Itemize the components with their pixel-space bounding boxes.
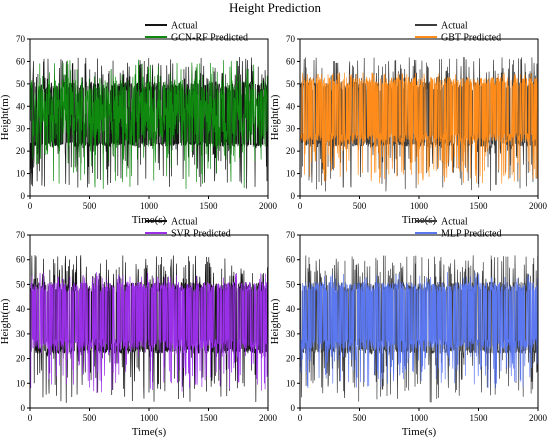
x-tick-label: 1500 bbox=[200, 413, 219, 423]
y-tick-label: 60 bbox=[286, 255, 296, 265]
series-line-gbt-predicted bbox=[300, 72, 538, 185]
y-tick-label: 50 bbox=[16, 79, 26, 89]
x-tick-label: 1000 bbox=[410, 413, 429, 423]
x-tick-label: 1500 bbox=[470, 413, 489, 423]
y-tick-label: 50 bbox=[286, 279, 296, 289]
chart-panel-4: 0 10 20 30 40 50 60 70 0 500 1000 1500 2000 Time(s) He… bbox=[269, 217, 548, 439]
legend-label: GCN-RF Predicted bbox=[171, 33, 248, 44]
x-tick-label: 2000 bbox=[529, 413, 548, 423]
y-tick-label: 10 bbox=[16, 169, 26, 179]
x-tick-label: 500 bbox=[83, 201, 97, 211]
x-tick-label: 500 bbox=[83, 413, 97, 423]
x-tick-label: 0 bbox=[298, 413, 303, 423]
series-line-gcn-rf-predicted bbox=[30, 59, 268, 189]
chart-panel-1: 0102030405060700500100015002000Time(s)He… bbox=[0, 21, 278, 227]
y-axis-label: Height(m) bbox=[0, 94, 11, 140]
chart-panel-2: 0102030405060700500100015002000Time(s)He… bbox=[269, 21, 548, 227]
x-tick-label: 0 bbox=[28, 201, 33, 211]
x-axis-label: Time(s) bbox=[132, 426, 167, 438]
y-tick-label: 40 bbox=[286, 101, 296, 111]
figure-title: Height Prediction bbox=[228, 0, 322, 15]
x-tick-label: 2000 bbox=[259, 413, 278, 423]
y-tick-label: 30 bbox=[16, 329, 26, 339]
legend-label: Actual bbox=[171, 217, 198, 228]
x-axis-label: Time(s) bbox=[402, 426, 437, 438]
y-tick-label: 70 bbox=[286, 34, 296, 44]
legend-label: Actual bbox=[441, 217, 468, 228]
y-tick-label: 20 bbox=[16, 146, 26, 156]
y-tick-label: 30 bbox=[286, 124, 296, 134]
y-tick-label: 40 bbox=[16, 101, 26, 111]
x-tick-label: 2000 bbox=[259, 201, 278, 211]
series-line-actual bbox=[300, 255, 538, 403]
y-tick-label: 70 bbox=[16, 230, 26, 240]
y-tick-label: 40 bbox=[16, 304, 26, 314]
y-axis-label: Height(m) bbox=[0, 298, 11, 344]
y-tick-label: 20 bbox=[286, 146, 296, 156]
y-tick-label: 0 bbox=[291, 403, 296, 413]
y-tick-label: 70 bbox=[286, 230, 296, 240]
y-tick-label: 10 bbox=[16, 378, 26, 388]
y-tick-label: 50 bbox=[286, 79, 296, 89]
y-tick-label: 30 bbox=[286, 329, 296, 339]
series-line-svr-predicted bbox=[30, 272, 268, 393]
x-tick-label: 1500 bbox=[200, 201, 219, 211]
y-axis-label: Height(m) bbox=[269, 298, 281, 344]
series-line-mlp-predicted bbox=[300, 272, 538, 389]
y-tick-label: 70 bbox=[16, 34, 26, 44]
x-tick-label: 0 bbox=[28, 413, 33, 423]
y-tick-label: 20 bbox=[16, 354, 26, 364]
y-tick-label: 20 bbox=[286, 354, 296, 364]
y-axis-label: Height(m) bbox=[269, 94, 281, 140]
legend-label: Actual bbox=[441, 21, 468, 32]
chart-panel-3: 0 10 20 30 40 50 60 70 0 500 1000 1500 2000 Time(s) He… bbox=[0, 217, 278, 439]
y-tick-label: 0 bbox=[21, 191, 26, 201]
y-tick-label: 60 bbox=[16, 255, 26, 265]
y-tick-label: 60 bbox=[286, 56, 296, 66]
legend-label: MLP Predicted bbox=[441, 229, 501, 240]
y-tick-label: 0 bbox=[291, 191, 296, 201]
x-tick-label: 500 bbox=[353, 201, 367, 211]
y-tick-label: 50 bbox=[16, 279, 26, 289]
x-tick-label: 500 bbox=[353, 413, 367, 423]
legend-label: GBT Predicted bbox=[441, 33, 501, 44]
y-tick-label: 10 bbox=[286, 378, 296, 388]
x-tick-label: 1500 bbox=[470, 201, 489, 211]
x-tick-label: 1000 bbox=[140, 413, 159, 423]
y-tick-label: 30 bbox=[16, 124, 26, 134]
x-tick-label: 1000 bbox=[410, 201, 429, 211]
x-tick-label: 2000 bbox=[529, 201, 548, 211]
y-tick-label: 40 bbox=[286, 304, 296, 314]
y-tick-label: 60 bbox=[16, 56, 26, 66]
legend-label: Actual bbox=[171, 21, 198, 32]
y-tick-label: 10 bbox=[286, 169, 296, 179]
x-tick-label: 1000 bbox=[140, 201, 159, 211]
x-tick-label: 0 bbox=[298, 201, 303, 211]
legend-label: SVR Predicted bbox=[171, 229, 231, 240]
y-tick-label: 0 bbox=[21, 403, 26, 413]
